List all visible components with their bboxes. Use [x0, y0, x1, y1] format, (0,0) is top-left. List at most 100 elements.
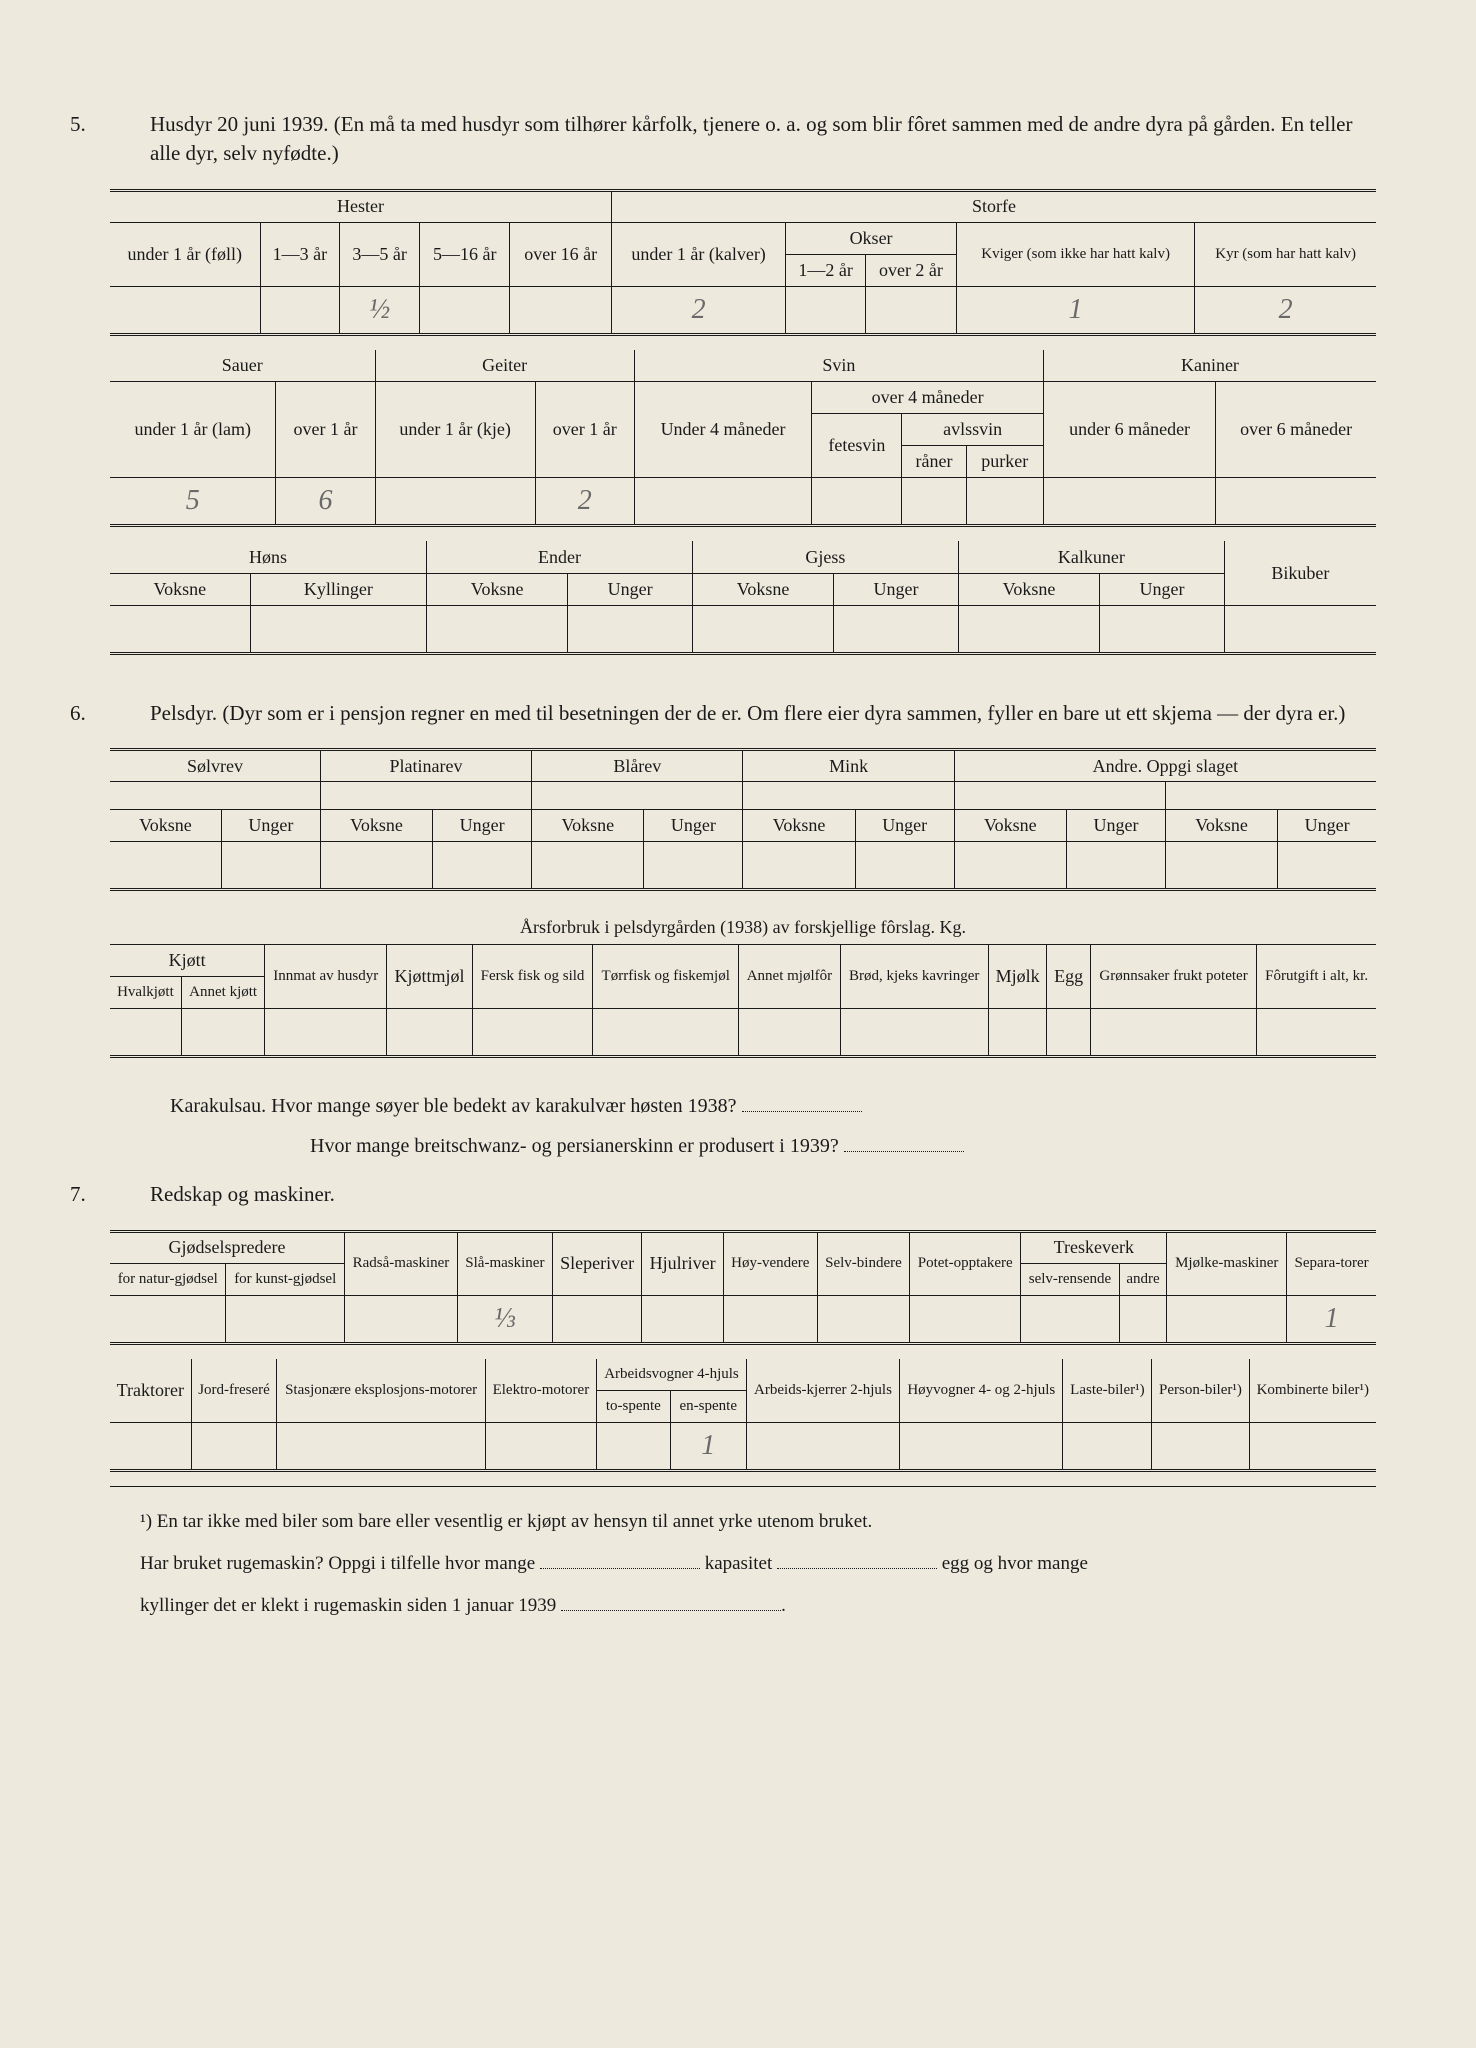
- blank-kyllinger[interactable]: [561, 1594, 781, 1611]
- val-arbeidskjerrer[interactable]: [746, 1423, 899, 1471]
- col-3-5: 3—5 år: [340, 222, 420, 286]
- val-jordfresere[interactable]: [191, 1423, 277, 1471]
- val-annetmjol[interactable]: [739, 1009, 841, 1057]
- val-over1geit[interactable]: 2: [535, 478, 634, 526]
- val-a2-u[interactable]: [1278, 842, 1376, 890]
- val-kje[interactable]: [375, 478, 535, 526]
- val-hons-v[interactable]: [110, 605, 250, 653]
- val-a1-v[interactable]: [954, 842, 1066, 890]
- val-kalk-u[interactable]: [1100, 605, 1225, 653]
- val-forutgift[interactable]: [1257, 1009, 1376, 1057]
- val-radsa[interactable]: [345, 1295, 458, 1343]
- val-hoy[interactable]: [723, 1295, 817, 1343]
- val-kalk-v[interactable]: [958, 605, 1099, 653]
- blank-karakul[interactable]: [742, 1094, 862, 1112]
- blank-ruge-count[interactable]: [540, 1552, 700, 1569]
- val-andre-tr[interactable]: [1119, 1295, 1167, 1343]
- val-1-3[interactable]: [260, 286, 340, 334]
- val-innmat[interactable]: [265, 1009, 387, 1057]
- val-person[interactable]: [1152, 1423, 1249, 1471]
- sv-u: Unger: [221, 810, 320, 842]
- val-hoyvogner[interactable]: [900, 1423, 1063, 1471]
- val-brod[interactable]: [840, 1009, 988, 1057]
- traktorer-h: Traktorer: [110, 1359, 191, 1423]
- val-selvb[interactable]: [817, 1295, 909, 1343]
- blank-kapasitet[interactable]: [777, 1552, 937, 1569]
- val-under6m[interactable]: [1043, 478, 1215, 526]
- val-hons-k[interactable]: [250, 605, 426, 653]
- val-sv-v[interactable]: [110, 842, 221, 890]
- val-torrfisk[interactable]: [593, 1009, 739, 1057]
- val-gjess-u[interactable]: [834, 605, 959, 653]
- val-selvr[interactable]: [1021, 1295, 1119, 1343]
- val-annetk[interactable]: [181, 1009, 265, 1057]
- val-mk-v[interactable]: [743, 842, 855, 890]
- val-potet[interactable]: [910, 1295, 1021, 1343]
- val-traktorer[interactable]: [110, 1423, 191, 1471]
- val-tospente[interactable]: [597, 1423, 671, 1471]
- val-over6m[interactable]: [1216, 478, 1376, 526]
- val-kjottmjol[interactable]: [387, 1009, 473, 1057]
- val-under4m[interactable]: [634, 478, 812, 526]
- val-hval[interactable]: [110, 1009, 181, 1057]
- val-a1-u[interactable]: [1066, 842, 1165, 890]
- val-lam[interactable]: 5: [110, 478, 276, 526]
- val-okser-over2[interactable]: [865, 286, 956, 334]
- val-natur[interactable]: [110, 1295, 226, 1343]
- val-sleperiver[interactable]: [552, 1295, 642, 1343]
- val-ender-v[interactable]: [427, 605, 568, 653]
- val-ender-u[interactable]: [568, 605, 693, 653]
- val-over16[interactable]: [510, 286, 612, 334]
- val-5-16[interactable]: [420, 286, 510, 334]
- val-mjolk[interactable]: [988, 1009, 1047, 1057]
- val-bikuber[interactable]: [1224, 605, 1376, 653]
- gjess-header: Gjess: [692, 541, 958, 573]
- blank-breitschwanz[interactable]: [844, 1134, 964, 1152]
- col-over16: over 16 år: [510, 222, 612, 286]
- val-a2-v[interactable]: [1165, 842, 1277, 890]
- ender-unger: Unger: [568, 573, 693, 605]
- val-laste[interactable]: [1063, 1423, 1152, 1471]
- val-kalver[interactable]: 2: [611, 286, 785, 334]
- val-3-5[interactable]: ½: [340, 286, 420, 334]
- kalkuner-voksne: Voksne: [958, 573, 1099, 605]
- val-kyr[interactable]: 2: [1195, 286, 1376, 334]
- val-pl-u[interactable]: [433, 842, 532, 890]
- val-kombinerte[interactable]: [1249, 1423, 1376, 1471]
- col-1-3: 1—3 år: [260, 222, 340, 286]
- val-sv-u[interactable]: [221, 842, 320, 890]
- q-ruge1: Har bruket rugemaskin? Oppgi i tilfelle …: [140, 1553, 535, 1574]
- val-bl-v[interactable]: [532, 842, 644, 890]
- val-purker[interactable]: [966, 478, 1043, 526]
- val-gronnsaker[interactable]: [1090, 1009, 1256, 1057]
- val-foll[interactable]: [110, 286, 260, 334]
- col-kviger: Kviger (som ikke har hatt kalv): [956, 222, 1194, 286]
- val-mk-u[interactable]: [855, 842, 954, 890]
- bl-v: Voksne: [532, 810, 644, 842]
- val-raner[interactable]: [902, 478, 966, 526]
- val-kviger[interactable]: 1: [956, 286, 1194, 334]
- val-separa[interactable]: 1: [1287, 1295, 1376, 1343]
- val-over1sau[interactable]: 6: [276, 478, 375, 526]
- val-fetesvin[interactable]: [812, 478, 902, 526]
- val-mjolke[interactable]: [1167, 1295, 1287, 1343]
- hester-storfe-table: Hester Storfe under 1 år (føll) 1—3 år 3…: [110, 189, 1376, 336]
- q-karakul: Karakulsau. Hvor mange søyer ble bedekt …: [170, 1095, 737, 1117]
- val-gjess-v[interactable]: [692, 605, 833, 653]
- val-kunst[interactable]: [226, 1295, 345, 1343]
- val-elektro[interactable]: [485, 1423, 596, 1471]
- treske-h: Treskeverk: [1021, 1231, 1167, 1263]
- val-hjulriver[interactable]: [642, 1295, 723, 1343]
- val-sla[interactable]: ⅓: [457, 1295, 552, 1343]
- blarev-h: Blårev: [532, 750, 743, 782]
- val-eksplosjons[interactable]: [277, 1423, 485, 1471]
- val-okser12[interactable]: [786, 286, 866, 334]
- val-egg[interactable]: [1047, 1009, 1090, 1057]
- val-enspente[interactable]: 1: [670, 1423, 746, 1471]
- val-pl-v[interactable]: [320, 842, 432, 890]
- section7-text: Redskap og maskiner.: [150, 1182, 335, 1206]
- val-fersk[interactable]: [472, 1009, 593, 1057]
- laste-h: Laste-biler¹): [1063, 1359, 1152, 1423]
- gjess-voksne: Voksne: [692, 573, 833, 605]
- val-bl-u[interactable]: [644, 842, 743, 890]
